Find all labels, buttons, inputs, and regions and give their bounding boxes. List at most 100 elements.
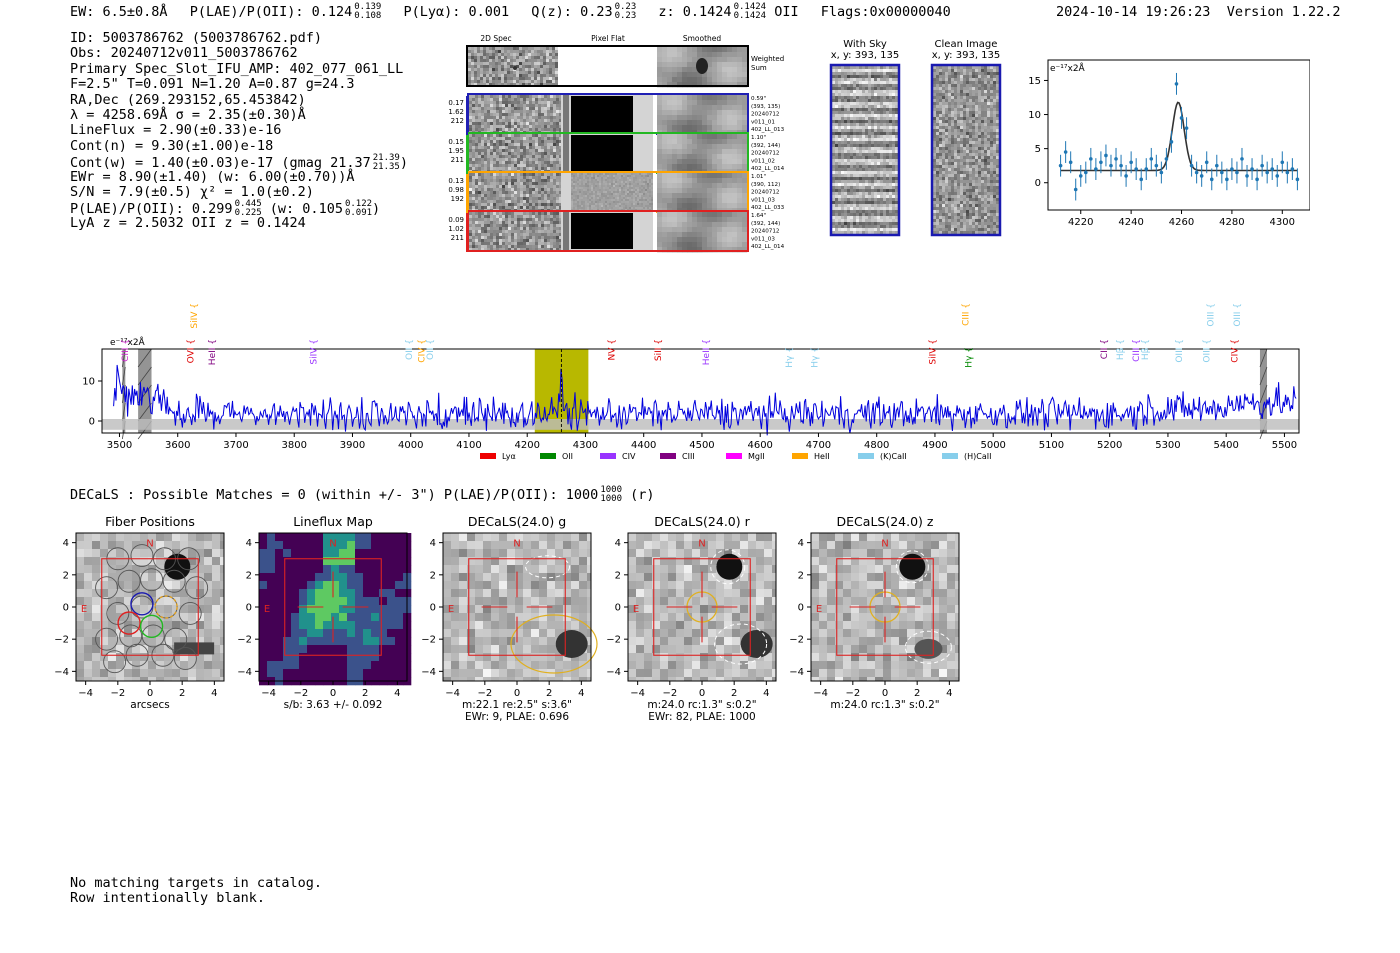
pixel	[532, 206, 536, 210]
pixel	[862, 189, 866, 193]
pixel	[478, 113, 482, 117]
pixel	[601, 195, 604, 198]
pixel	[682, 72, 688, 78]
pixel	[978, 78, 982, 82]
pixel	[844, 225, 848, 229]
pixel	[514, 134, 518, 138]
pixel	[883, 168, 887, 172]
pixel	[550, 137, 554, 141]
pixel	[742, 134, 748, 140]
pixel	[651, 173, 654, 176]
pixel	[579, 197, 582, 200]
pixel	[484, 191, 488, 195]
pixel	[520, 224, 524, 228]
pixel	[502, 98, 506, 102]
pixel	[553, 215, 557, 219]
pixel	[871, 93, 875, 97]
pixel	[581, 193, 584, 196]
pixel	[526, 248, 530, 251]
pixel	[496, 104, 500, 108]
pixel	[877, 129, 881, 133]
pixel	[593, 197, 596, 200]
pixel	[865, 228, 869, 232]
pixel	[850, 231, 854, 235]
pixel	[853, 141, 857, 145]
pixel	[957, 75, 961, 79]
pixel	[625, 201, 628, 204]
pixel	[993, 66, 997, 70]
pixel	[481, 185, 485, 189]
pixel	[517, 206, 521, 210]
pixel	[877, 159, 881, 163]
pixel	[945, 69, 949, 73]
pixel	[712, 144, 718, 150]
pixel	[667, 193, 673, 199]
pixel	[535, 215, 539, 219]
pixel	[657, 159, 663, 165]
pixel	[838, 66, 842, 70]
pixel	[513, 47, 517, 51]
pixel	[635, 193, 638, 196]
pixel	[649, 203, 652, 206]
pixel	[538, 152, 542, 156]
pixel	[615, 199, 618, 202]
pixel	[607, 183, 610, 186]
pixel	[727, 247, 733, 253]
pixel	[523, 119, 527, 123]
pixel	[978, 72, 982, 76]
pixel	[517, 98, 521, 102]
pixel	[874, 201, 878, 205]
pixel	[868, 231, 872, 235]
pixel	[633, 187, 636, 190]
fiber-smooth-4	[657, 212, 748, 253]
pixel	[538, 158, 542, 162]
pixel	[475, 152, 479, 156]
pixel	[742, 125, 748, 131]
pixel	[639, 195, 642, 198]
pixel	[478, 191, 482, 195]
pixel	[553, 182, 557, 186]
pixel	[702, 178, 708, 184]
pixel	[682, 217, 688, 223]
pixel	[844, 159, 848, 163]
pixel	[865, 168, 869, 172]
pixel	[948, 69, 952, 73]
pixel	[850, 141, 854, 145]
pixel	[478, 128, 482, 132]
pixel	[585, 181, 588, 184]
pixel	[484, 101, 488, 105]
pixel	[474, 59, 478, 63]
pixel	[547, 233, 551, 237]
pixel	[550, 200, 554, 204]
sky-frame	[829, 63, 901, 237]
pixel	[847, 210, 851, 214]
pixel	[862, 99, 866, 103]
pixel	[547, 194, 551, 198]
pixel	[587, 175, 590, 178]
pixel	[523, 191, 527, 195]
pixel	[895, 195, 899, 199]
pixel	[492, 65, 496, 69]
fiber-left-label: 0.13	[448, 177, 464, 185]
pixel	[672, 82, 678, 88]
pixel	[472, 188, 476, 192]
pixel	[508, 95, 512, 99]
pixel	[526, 158, 530, 162]
pixel	[575, 187, 578, 190]
pixel	[662, 203, 668, 209]
pixel	[611, 183, 614, 186]
pixel	[856, 198, 860, 202]
pixel	[895, 219, 899, 223]
pixel	[862, 186, 866, 190]
pixel	[517, 137, 521, 141]
pixel	[682, 178, 688, 184]
pixel	[697, 178, 703, 184]
pixel	[511, 146, 515, 150]
pixel	[487, 173, 491, 177]
pixel	[667, 105, 673, 111]
pixel	[883, 171, 887, 175]
pixel	[585, 207, 588, 210]
pixel	[871, 72, 875, 76]
pixel	[547, 119, 551, 123]
pixel	[877, 213, 881, 217]
